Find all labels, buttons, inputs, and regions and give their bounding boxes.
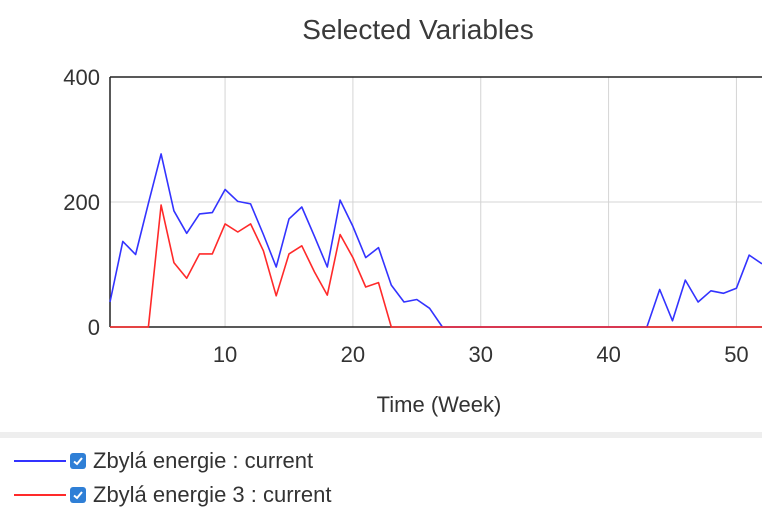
tick-labels: 10 20 30 40 50 0 200 400 bbox=[63, 65, 748, 367]
x-tick-label: 30 bbox=[469, 342, 493, 367]
series-lines bbox=[110, 154, 762, 327]
gridlines bbox=[110, 77, 762, 327]
legend-line-swatch bbox=[14, 494, 66, 496]
x-tick-label: 10 bbox=[213, 342, 237, 367]
legend-item-series-2[interactable]: Zbylá energie 3 : current bbox=[14, 480, 331, 510]
series-line-2 bbox=[110, 205, 762, 327]
legend-label: Zbylá energie : current bbox=[93, 448, 313, 474]
legend-label: Zbylá energie 3 : current bbox=[93, 482, 331, 508]
legend-line-swatch bbox=[14, 460, 66, 462]
checkbox-checked-icon[interactable] bbox=[70, 487, 86, 503]
checkbox-checked-icon[interactable] bbox=[70, 453, 86, 469]
x-tick-label: 40 bbox=[596, 342, 620, 367]
line-chart: 10 20 30 40 50 0 200 400 Time (Week) bbox=[0, 0, 762, 430]
y-tick-label: 0 bbox=[88, 315, 100, 340]
x-tick-label: 50 bbox=[724, 342, 748, 367]
x-tick-label: 20 bbox=[341, 342, 365, 367]
legend-item-series-1[interactable]: Zbylá energie : current bbox=[14, 446, 313, 476]
y-tick-label: 200 bbox=[63, 190, 100, 215]
x-axis-label: Time (Week) bbox=[377, 392, 502, 417]
legend-divider bbox=[0, 432, 762, 438]
series-line-1 bbox=[110, 154, 762, 327]
y-tick-label: 400 bbox=[63, 65, 100, 90]
